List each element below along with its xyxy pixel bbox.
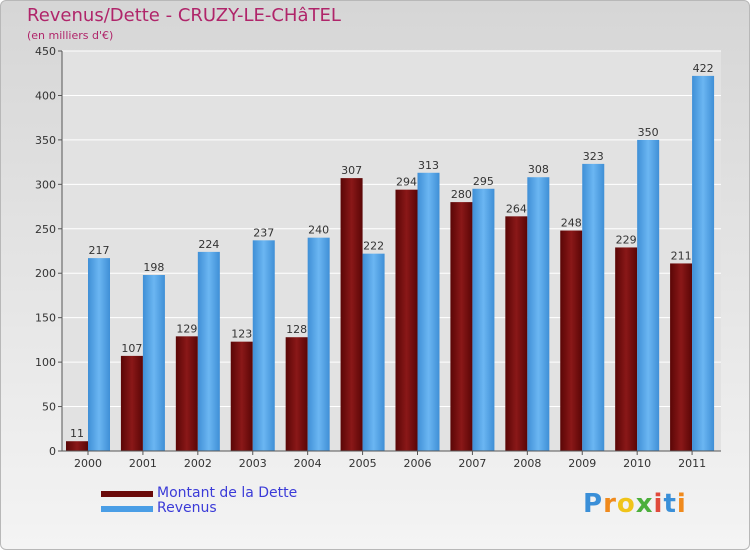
x-tick-label: 2002 bbox=[184, 457, 212, 470]
gridlines bbox=[62, 50, 721, 408]
y-tick-label: 50 bbox=[42, 401, 56, 414]
bar-dette bbox=[230, 341, 253, 451]
plot-area bbox=[62, 51, 721, 451]
x-tick-label: 2005 bbox=[349, 457, 377, 470]
bar-revenus bbox=[637, 139, 660, 451]
logo-letter: P bbox=[583, 489, 604, 519]
legend-label-debt: Montant de la Dette bbox=[157, 485, 298, 501]
logo-letter: t bbox=[663, 489, 677, 519]
data-label: 294 bbox=[396, 176, 417, 189]
bar-dette bbox=[175, 336, 198, 451]
y-axis: 0 50 100 150 200 250 300 350 400 450 bbox=[35, 45, 63, 458]
data-label: 123 bbox=[231, 328, 252, 341]
y-tick-label: 150 bbox=[35, 312, 56, 325]
data-label: 198 bbox=[143, 261, 164, 274]
bar-dette bbox=[340, 178, 363, 451]
data-label: 129 bbox=[176, 322, 197, 335]
data-label: 217 bbox=[89, 244, 110, 257]
bar-revenus bbox=[362, 253, 385, 451]
y-tick-label: 0 bbox=[49, 445, 56, 458]
bar-revenus bbox=[417, 172, 440, 451]
legend-swatch-debt bbox=[101, 491, 153, 497]
data-label: 280 bbox=[451, 188, 472, 201]
logo-letter: i bbox=[653, 489, 664, 519]
x-tick-label: 2009 bbox=[568, 457, 596, 470]
legend-label-revenus: Revenus bbox=[157, 500, 217, 516]
data-label: 229 bbox=[616, 233, 637, 246]
y-tick-label: 250 bbox=[35, 223, 56, 236]
x-axis: 2000 2001 2002 2003 2004 2005 2006 2007 2008 2009… bbox=[62, 450, 721, 470]
bar-revenus bbox=[142, 275, 165, 451]
proxiti-logo: Proxiti bbox=[583, 489, 687, 519]
chart-subtitle: (en milliers d'€) bbox=[27, 29, 114, 42]
logo-letter: i bbox=[676, 489, 687, 519]
bar-dette bbox=[120, 355, 143, 451]
y-tick-label: 400 bbox=[35, 89, 56, 102]
x-tick-label: 2003 bbox=[239, 457, 267, 470]
x-tick-label: 2001 bbox=[129, 457, 157, 470]
bar-dette bbox=[395, 189, 418, 451]
x-tick-label: 2007 bbox=[458, 457, 486, 470]
data-label: 313 bbox=[418, 159, 439, 172]
bar-dette bbox=[450, 202, 473, 451]
bar-dette bbox=[670, 263, 693, 451]
bar-revenus bbox=[197, 251, 220, 451]
data-label: 295 bbox=[473, 175, 494, 188]
bar-dette bbox=[560, 230, 583, 451]
bar-revenus bbox=[692, 75, 715, 451]
bar-revenus bbox=[527, 177, 550, 451]
data-label: 308 bbox=[528, 163, 549, 176]
y-tick-label: 300 bbox=[35, 178, 56, 191]
data-label: 128 bbox=[286, 323, 307, 336]
bar-dette bbox=[66, 441, 88, 451]
x-tick-label: 2004 bbox=[294, 457, 322, 470]
y-tick-label: 450 bbox=[35, 45, 56, 58]
logo-letter: o bbox=[616, 489, 636, 519]
x-tick-label: 2008 bbox=[513, 457, 541, 470]
bar-dette bbox=[615, 247, 638, 451]
bar-revenus bbox=[582, 163, 605, 451]
data-label: 323 bbox=[583, 150, 604, 163]
bars: 11 217 107 198 129 224 123 237 128 240 307 222 29431… bbox=[66, 62, 715, 451]
y-tick-label: 350 bbox=[35, 134, 56, 147]
x-tick-label: 2006 bbox=[404, 457, 432, 470]
data-label: 11 bbox=[70, 427, 84, 440]
y-tick-label: 100 bbox=[35, 356, 56, 369]
data-label: 237 bbox=[253, 226, 274, 239]
chart-title: Revenus/Dette - CRUZY-LE-CHâTEL bbox=[27, 5, 341, 26]
data-label: 222 bbox=[363, 240, 384, 253]
y-tick-label: 200 bbox=[35, 267, 56, 280]
x-tick-label: 2011 bbox=[678, 457, 706, 470]
data-label: 248 bbox=[561, 217, 582, 230]
legend-swatch-revenus bbox=[101, 506, 153, 512]
logo-letter: r bbox=[603, 489, 617, 519]
data-label: 224 bbox=[198, 238, 219, 251]
data-label: 211 bbox=[671, 249, 692, 262]
bar-dette bbox=[285, 337, 308, 451]
data-label: 350 bbox=[638, 126, 659, 139]
bar-revenus bbox=[307, 237, 330, 451]
bar-revenus bbox=[472, 188, 495, 451]
bar-revenus bbox=[88, 258, 110, 451]
x-tick-label: 2010 bbox=[623, 457, 651, 470]
logo-letter: x bbox=[635, 489, 654, 519]
bar-dette bbox=[505, 216, 528, 451]
data-label: 107 bbox=[121, 342, 142, 355]
data-label: 307 bbox=[341, 164, 362, 177]
data-label: 264 bbox=[506, 202, 527, 215]
data-label: 240 bbox=[308, 224, 329, 237]
x-tick-label: 2000 bbox=[74, 457, 102, 470]
data-label: 422 bbox=[693, 62, 714, 75]
bar-revenus bbox=[252, 240, 275, 451]
